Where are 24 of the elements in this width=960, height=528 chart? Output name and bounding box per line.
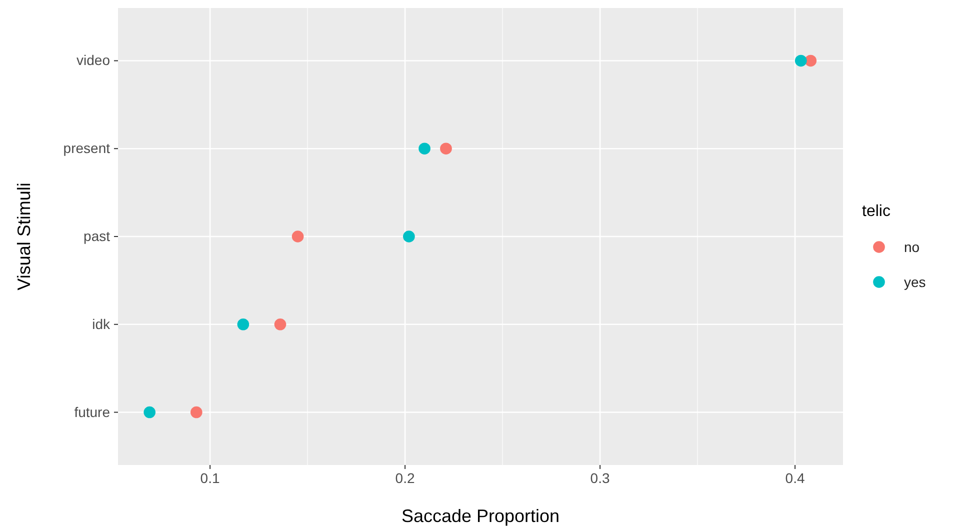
point xyxy=(144,406,156,418)
point xyxy=(237,318,250,330)
legend-title: telic xyxy=(862,203,890,220)
y-tick-label: present xyxy=(63,140,110,156)
point xyxy=(440,142,452,155)
point xyxy=(274,318,286,330)
x-axis-title: Saccade Proportion xyxy=(401,506,560,526)
point xyxy=(418,142,430,155)
x-tick-label: 0.4 xyxy=(785,470,805,486)
point xyxy=(403,230,415,242)
legend-label: no xyxy=(904,239,920,255)
point xyxy=(794,54,807,67)
point xyxy=(190,406,202,418)
y-tick-label: idk xyxy=(92,316,111,332)
point xyxy=(292,230,304,242)
x-tick-label: 0.3 xyxy=(590,470,610,486)
y-axis-title: Visual Stimuli xyxy=(14,182,34,290)
legend-label: yes xyxy=(904,274,926,290)
x-tick-label: 0.1 xyxy=(200,470,220,486)
point xyxy=(804,54,817,67)
y-tick-label: past xyxy=(84,228,110,244)
y-tick-label: future xyxy=(74,404,110,420)
x-tick-label: 0.2 xyxy=(395,470,415,486)
y-tick-label: video xyxy=(76,52,110,68)
